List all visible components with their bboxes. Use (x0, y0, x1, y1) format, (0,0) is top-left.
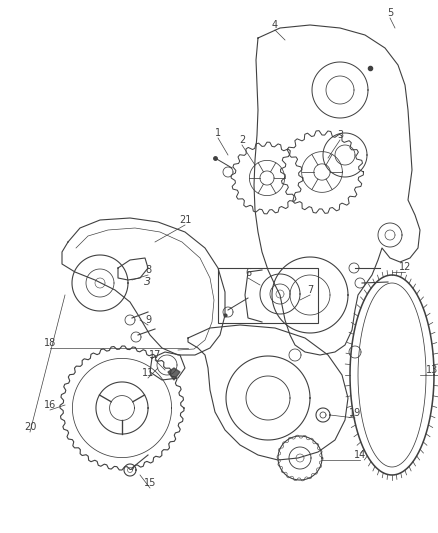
Text: 21: 21 (179, 215, 191, 225)
Text: 11: 11 (142, 368, 154, 378)
Text: 14: 14 (354, 450, 366, 460)
Text: 9: 9 (145, 315, 151, 325)
Text: 17: 17 (149, 350, 161, 360)
Bar (218, 268, 318, 323)
Text: 4: 4 (272, 20, 278, 30)
Text: 8: 8 (145, 265, 151, 275)
Text: 7: 7 (307, 285, 313, 295)
Text: 5: 5 (387, 8, 393, 18)
Text: 12: 12 (399, 262, 411, 272)
Text: 15: 15 (144, 478, 156, 488)
Polygon shape (168, 368, 180, 380)
Text: 6: 6 (245, 268, 251, 278)
Text: 1: 1 (215, 128, 221, 138)
Text: 16: 16 (44, 400, 56, 410)
Text: 19: 19 (349, 408, 361, 418)
Text: 18: 18 (44, 338, 56, 348)
Text: 13: 13 (426, 365, 438, 375)
Text: 3: 3 (145, 277, 152, 287)
Text: 2: 2 (239, 135, 245, 145)
Text: 3: 3 (337, 130, 343, 140)
Text: 20: 20 (24, 422, 36, 432)
